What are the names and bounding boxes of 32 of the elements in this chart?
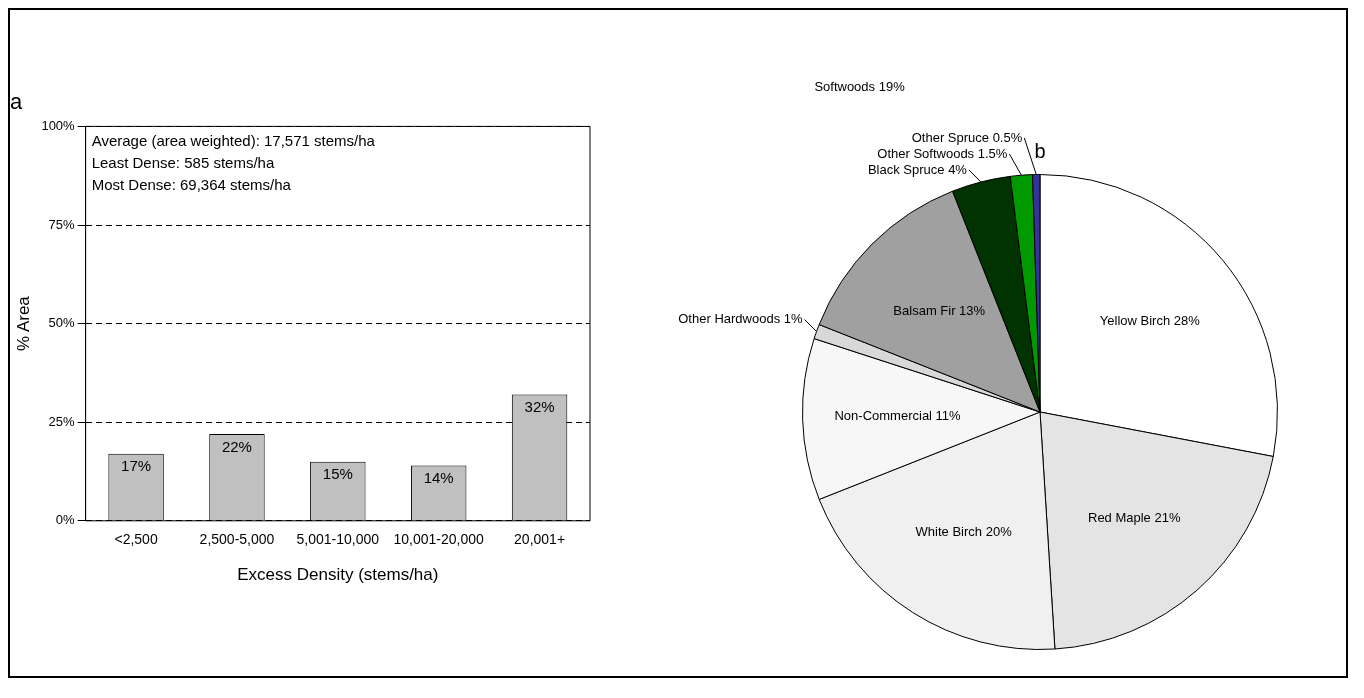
text: Softwoods 19%	[814, 79, 906, 95]
annotation: Average (area weighted): 17,571 stems/ha	[91, 132, 376, 150]
y-tick-label: 50%	[48, 315, 76, 331]
annotation: Least Dense: 585 stems/ha	[91, 154, 275, 172]
slice-label: White Birch 20%	[915, 523, 1013, 539]
slice-label: Black Spruce 4%	[867, 161, 968, 177]
slice-label: Other Spruce 0.5%	[911, 129, 1023, 145]
y-tick-label: 100%	[41, 117, 76, 133]
slice-label: Yellow Birch 28%	[1099, 312, 1201, 328]
data-label: 14%	[423, 469, 454, 487]
y-tick-label: 0%	[55, 512, 76, 528]
x-tick-label: 2,500-5,000	[199, 531, 275, 548]
data-label: 32%	[524, 398, 555, 416]
data-label: 17%	[121, 457, 152, 475]
annotation: Most Dense: 69,364 stems/ha	[91, 176, 292, 194]
chart-title: b	[1034, 139, 1046, 162]
slice-label: Red Maple 21%	[1087, 510, 1181, 526]
x-tick-label: <2,500	[114, 531, 158, 548]
x-axis-title: Excess Density (stems/ha)	[237, 565, 439, 585]
x-tick-label: 5,001-10,000	[296, 531, 380, 548]
slice-label: Other Hardwoods 1%	[678, 311, 803, 327]
y-tick-label: 75%	[48, 216, 76, 232]
data-label: 22%	[221, 437, 252, 455]
slice-label: Balsam Fir 13%	[893, 302, 986, 318]
x-tick-label: 20,001+	[514, 531, 566, 548]
y-tick-label: 25%	[48, 413, 76, 429]
slice-label: Non-Commercial 11%	[834, 408, 962, 424]
chart-title: a	[10, 89, 23, 115]
x-tick-label: 10,001-20,000	[393, 531, 485, 548]
slice-label: Other Softwoods 1.5%	[877, 145, 1008, 161]
data-label: 15%	[322, 465, 353, 483]
y-axis-title: % Area	[13, 295, 33, 352]
